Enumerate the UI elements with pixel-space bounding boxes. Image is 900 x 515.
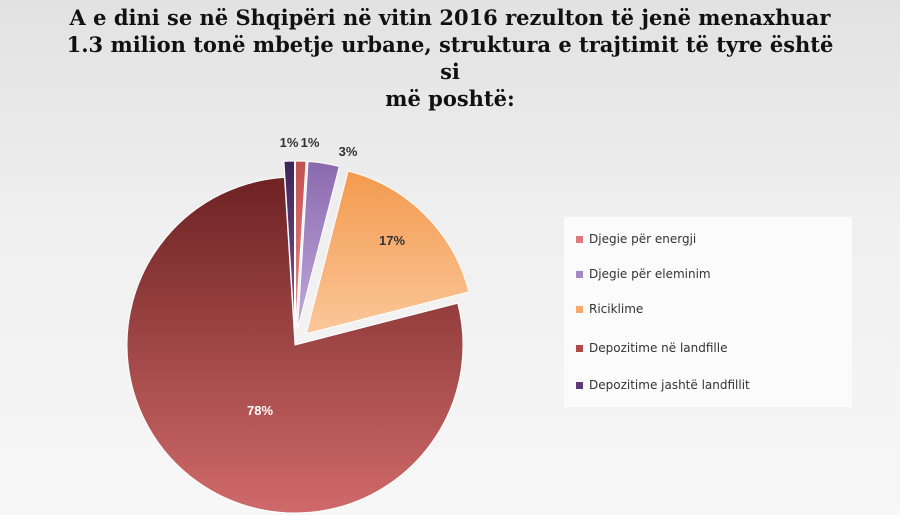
- chart-title-line-2: 1.3 milion tonë mbetje urbane, struktura…: [66, 32, 834, 84]
- legend-swatch: [576, 381, 583, 389]
- legend-swatch: [576, 344, 583, 352]
- legend-swatch: [576, 305, 583, 313]
- chart-title: A e dini se në Shqipëri në vitin 2016 re…: [60, 4, 840, 112]
- pie-slice-riciklime: [305, 170, 470, 335]
- slice-label-depozitime-ne-landfille: 78%: [247, 403, 273, 418]
- legend-swatch: [576, 270, 583, 278]
- legend-item-riciklime: Riciklime: [576, 300, 643, 318]
- pie-slice-depozitime-ne-landfille: [126, 176, 464, 514]
- legend-item-djegie-per-eleminim: Djegie për eleminim: [576, 265, 711, 283]
- slice-label-depozitime-jashte-landfillit: 1%: [280, 135, 299, 150]
- slice-label-djegie-per-energji: 1%: [301, 135, 320, 150]
- legend-swatch: [576, 235, 583, 243]
- legend-label: Depozitime jashtë landfillit: [589, 378, 750, 392]
- pie-slice-depozitime-jashte-landfillit: [283, 160, 295, 330]
- legend-label: Djegie për energji: [589, 232, 697, 246]
- chart-title-line-3: më poshtë:: [385, 86, 515, 111]
- legend-label: Riciklime: [589, 302, 644, 316]
- legend-item-djegie-per-energji: Djegie për energji: [576, 230, 696, 248]
- slice-label-djegie-per-eleminim: 3%: [339, 144, 358, 159]
- slice-label-riciklime: 17%: [379, 233, 405, 248]
- legend-label: Depozitime në landfille: [589, 341, 728, 355]
- pie-slice-djegie-per-eleminim: [297, 160, 340, 330]
- legend-item-depozitime-jashte-landfillit: Depozitime jashtë landfillit: [576, 376, 750, 394]
- legend-item-depozitime-ne-landfille: Depozitime në landfille: [576, 339, 727, 357]
- legend: Djegie për energji Djegie për eleminim R…: [564, 217, 852, 407]
- chart-title-line-1: A e dini se në Shqipëri në vitin 2016 re…: [69, 5, 831, 30]
- pie-slice-djegie-per-energji: [295, 160, 307, 330]
- legend-label: Djegie për eleminim: [589, 267, 711, 281]
